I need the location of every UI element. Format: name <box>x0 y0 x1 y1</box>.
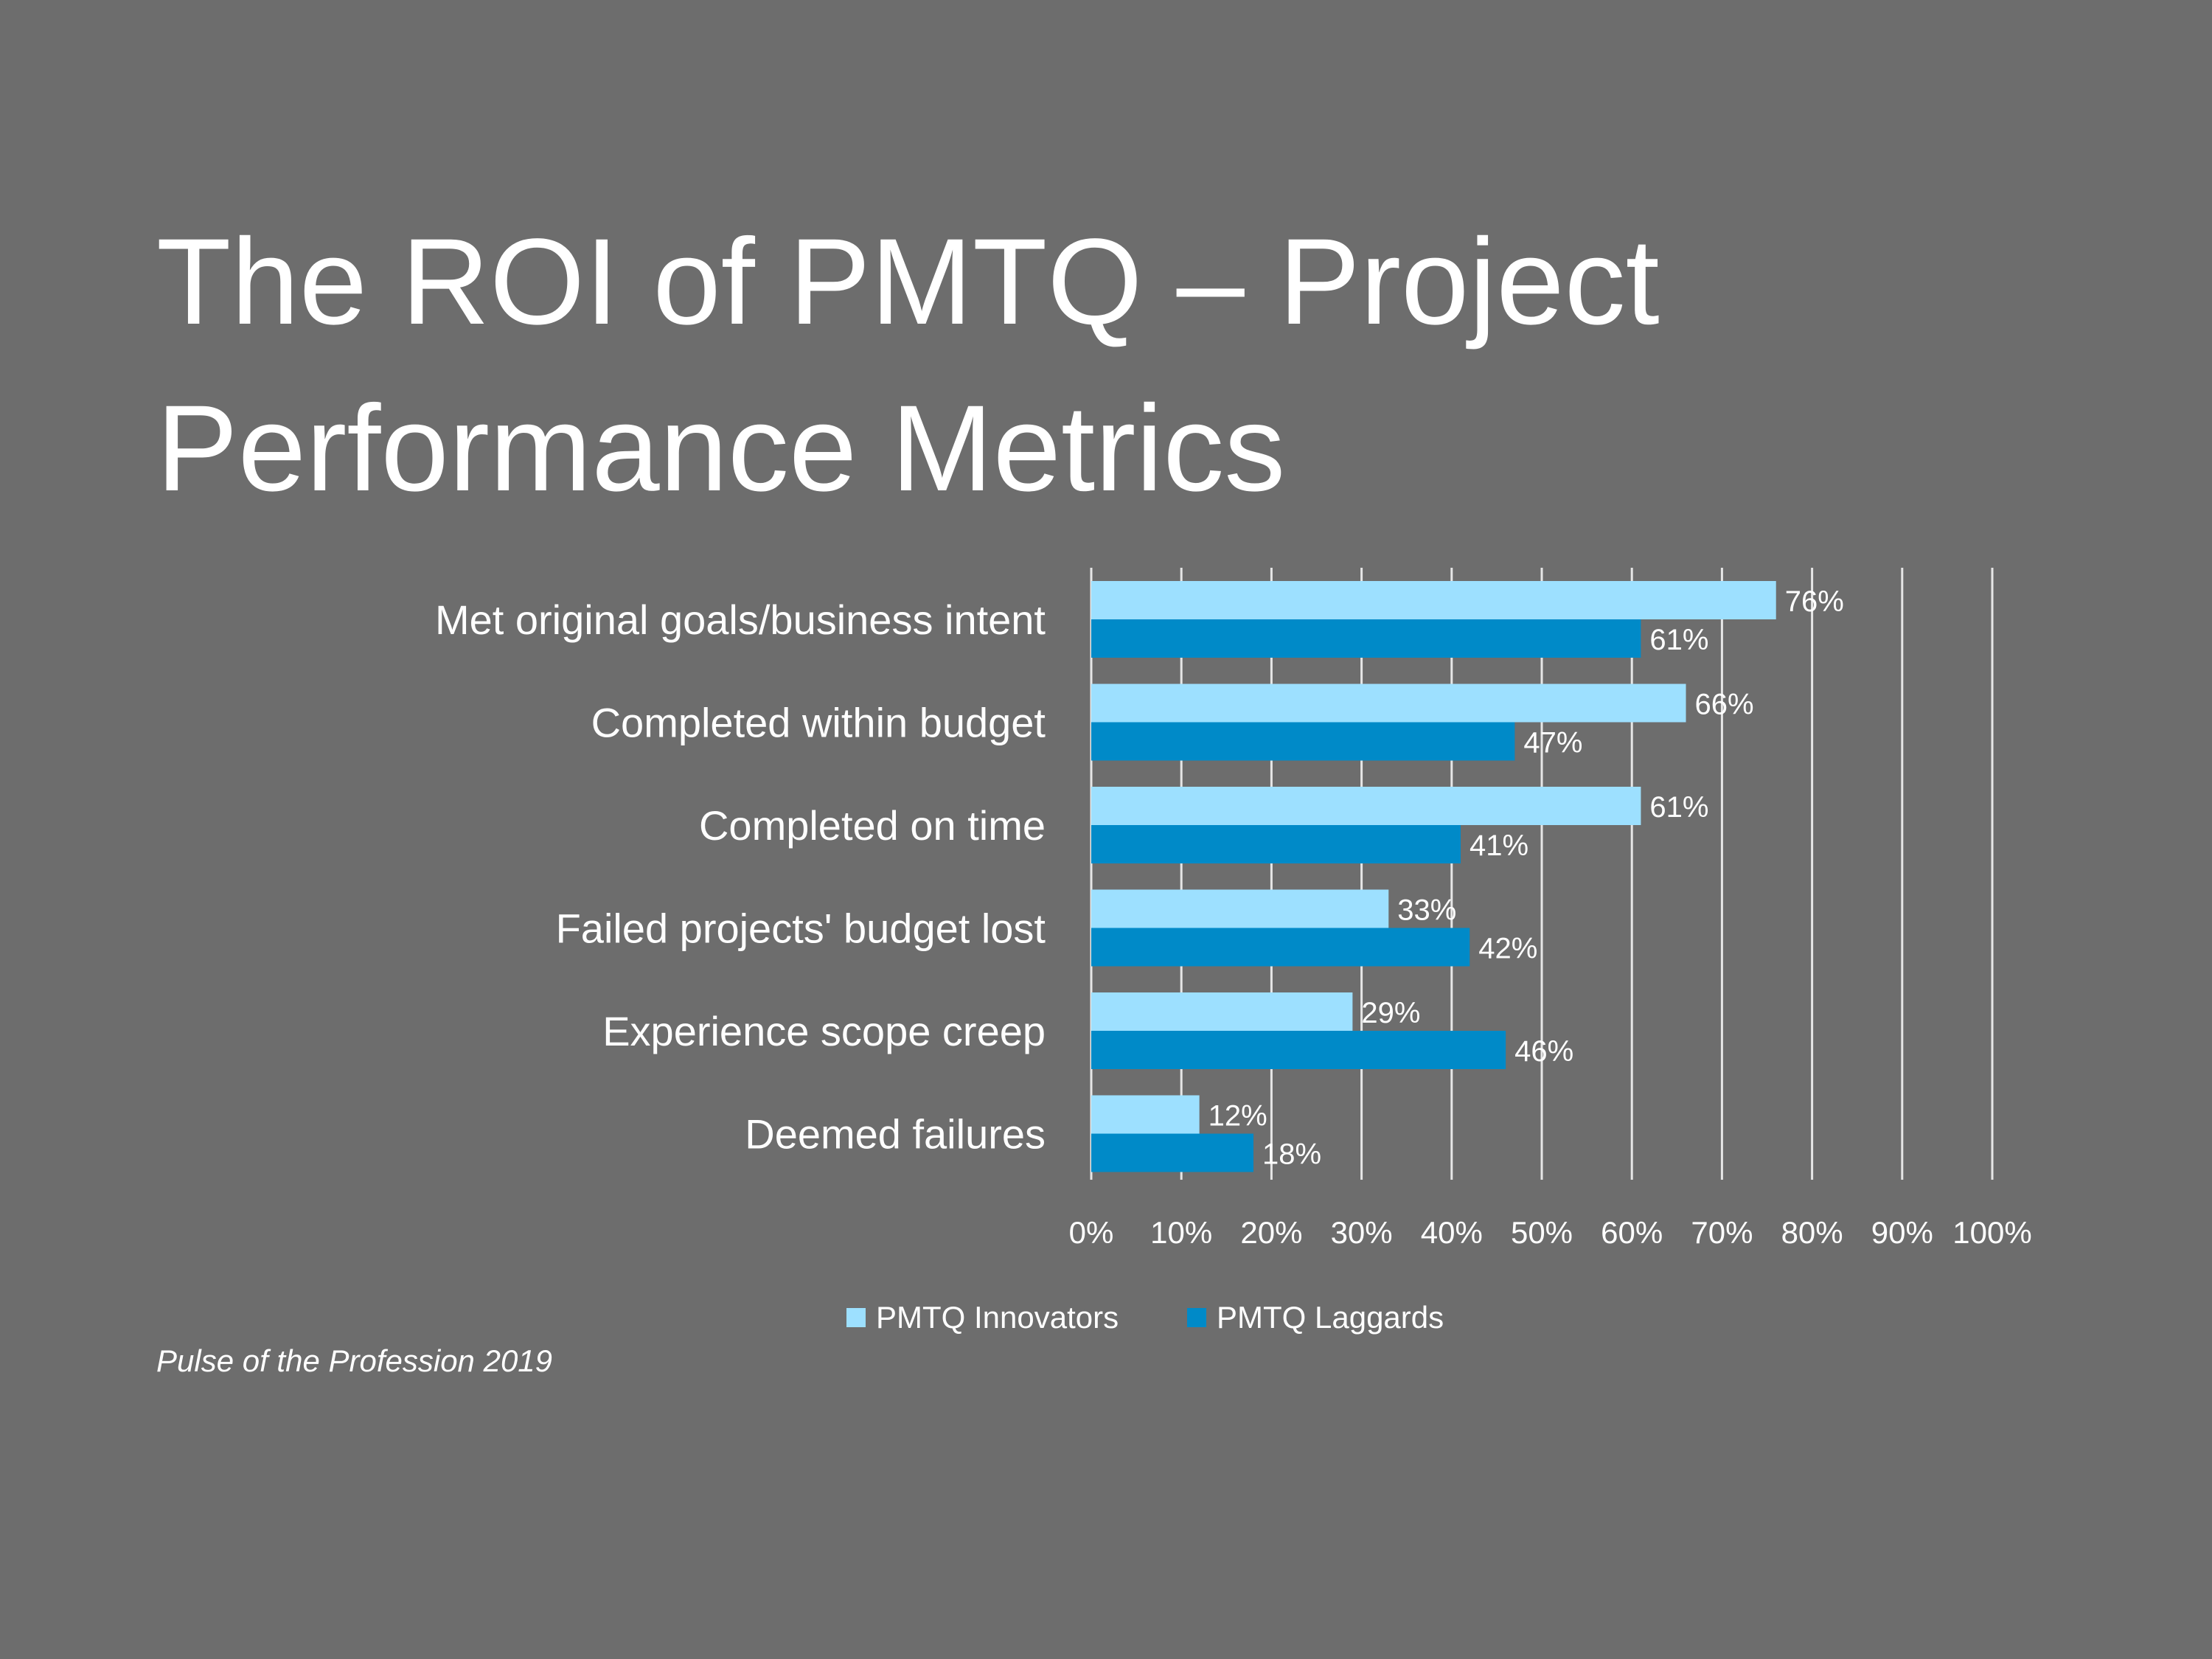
bar <box>1091 581 1776 619</box>
bar <box>1091 825 1461 863</box>
category-label: Completed on time <box>699 802 1046 849</box>
bar <box>1091 889 1389 928</box>
legend-swatch <box>1187 1308 1206 1327</box>
bar <box>1091 684 1686 723</box>
bar <box>1091 619 1641 658</box>
x-tick-label: 10% <box>1150 1215 1212 1250</box>
data-label: 42% <box>1478 933 1537 965</box>
x-tick-label: 60% <box>1601 1215 1663 1250</box>
data-label: 29% <box>1361 997 1420 1029</box>
bar <box>1091 1095 1200 1134</box>
x-tick-label: 0% <box>1069 1215 1114 1250</box>
category-label: Met original goals/business intent <box>435 597 1046 643</box>
legend-label: PMTQ Innovators <box>876 1300 1119 1335</box>
data-labels: 76% 61% 66% 47% 61% 41% 33% 42% 29% 46% 12% 18% <box>1208 585 1844 1171</box>
data-label: 66% <box>1695 689 1754 721</box>
bar <box>1091 928 1470 967</box>
data-label: 18% <box>1262 1138 1321 1171</box>
bar <box>1091 1133 1253 1172</box>
x-tick-label: 70% <box>1691 1215 1753 1250</box>
data-label: 12% <box>1208 1100 1267 1133</box>
bar <box>1091 992 1353 1031</box>
data-label: 61% <box>1649 791 1708 824</box>
source-note: Pulse of the Profession 2019 <box>156 1343 553 1378</box>
bar <box>1091 722 1515 761</box>
x-tick-label: 50% <box>1511 1215 1573 1250</box>
x-tick-label: 30% <box>1331 1215 1393 1250</box>
slide-title: The ROI of PMTQ – Project Performance Me… <box>156 214 1660 517</box>
bars <box>1091 581 1776 1172</box>
x-tick-label: 20% <box>1240 1215 1302 1250</box>
category-labels: Met original goals/business intent Comple… <box>435 597 1046 1158</box>
x-tick-label: 40% <box>1421 1215 1483 1250</box>
bar <box>1091 787 1641 825</box>
legend-swatch <box>846 1308 866 1327</box>
data-label: 41% <box>1470 830 1528 862</box>
data-label: 61% <box>1649 624 1708 656</box>
category-label: Failed projects' budget lost <box>556 905 1046 952</box>
data-label: 76% <box>1785 585 1844 618</box>
x-axis-ticks: 0% 10% 20% 30% 40% 50% 60% 70% 80% 90% 100% <box>1069 1215 2032 1250</box>
category-label: Experience scope creep <box>602 1008 1046 1054</box>
data-label: 46% <box>1514 1035 1573 1068</box>
x-tick-label: 90% <box>1871 1215 1933 1250</box>
bar-chart: 76% 61% 66% 47% 61% 41% 33% 42% 29% 46% 12% 18% Met… <box>435 568 2032 1335</box>
gridlines <box>1090 568 1994 1180</box>
x-tick-label: 100% <box>1952 1215 2031 1250</box>
x-tick-label: 80% <box>1781 1215 1843 1250</box>
bar <box>1091 1031 1506 1069</box>
data-label: 33% <box>1397 894 1456 927</box>
category-label: Completed within budget <box>591 700 1046 746</box>
data-label: 47% <box>1523 727 1582 759</box>
legend-label: PMTQ Laggards <box>1217 1300 1444 1335</box>
legend: PMTQ Innovators PMTQ Laggards <box>846 1300 1444 1335</box>
category-label: Deemed failures <box>745 1111 1046 1158</box>
